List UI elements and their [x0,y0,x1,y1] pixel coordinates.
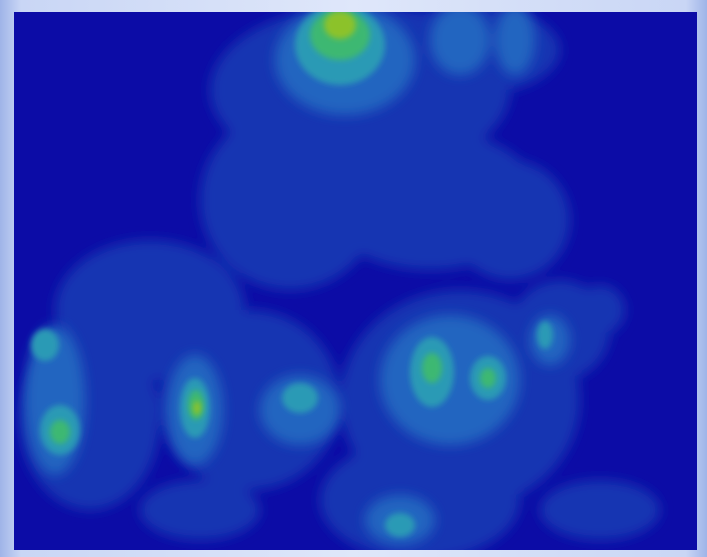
level-5 [193,12,356,415]
contour-fields [20,12,660,550]
